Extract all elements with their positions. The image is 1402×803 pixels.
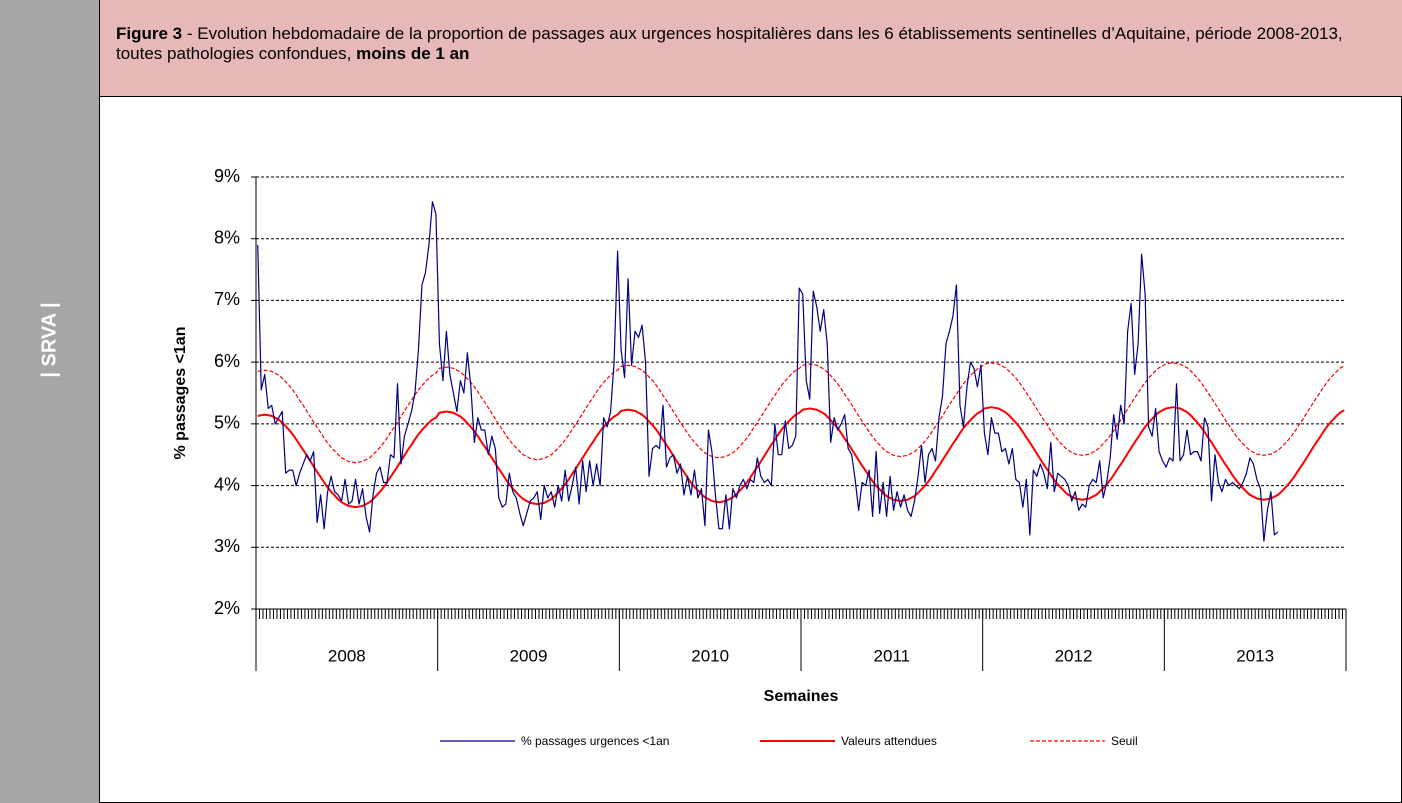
y-tick-label: 9% (214, 166, 240, 186)
series-line (257, 406, 1345, 509)
series-line (257, 201, 1279, 542)
y-tick-label: 3% (214, 536, 240, 556)
sidebar-label: | SRVA | (38, 302, 61, 378)
y-axis-label: % passages <1an (172, 327, 189, 460)
y-tick-label: 5% (214, 413, 240, 433)
figure-label: Figure 3 (116, 24, 183, 43)
caption-emphasis: moins de 1 an (356, 44, 470, 63)
legend-label: Seuil (1111, 734, 1138, 748)
x-tick-label: 2011 (874, 646, 911, 665)
series-line (257, 362, 1345, 464)
legend-label: % passages urgences <1an (521, 734, 669, 748)
legend-label: Valeurs attendues (841, 734, 937, 748)
x-tick-label: 2013 (1236, 646, 1274, 665)
y-tick-label: 6% (214, 351, 240, 371)
x-tick-label: 2008 (328, 646, 366, 665)
x-tick-label: 2010 (691, 646, 729, 665)
y-tick-label: 4% (214, 474, 240, 494)
x-tick-label: 2009 (510, 646, 548, 665)
caption-text: - Evolution hebdomadaire de la proportio… (116, 24, 1343, 63)
y-tick-label: 8% (214, 227, 240, 247)
y-tick-label: 7% (214, 289, 240, 309)
sidebar: | SRVA | (0, 0, 100, 803)
figure-caption: Figure 3 - Evolution hebdomadaire de la … (100, 0, 1402, 97)
x-axis-label: Semaines (764, 688, 839, 705)
x-tick-label: 2012 (1055, 646, 1093, 665)
chart: % passages <1an Semaines 2% 3% 4% 5% 6% 7% 8% 9… (172, 166, 1347, 748)
y-tick-label: 2% (214, 598, 240, 618)
